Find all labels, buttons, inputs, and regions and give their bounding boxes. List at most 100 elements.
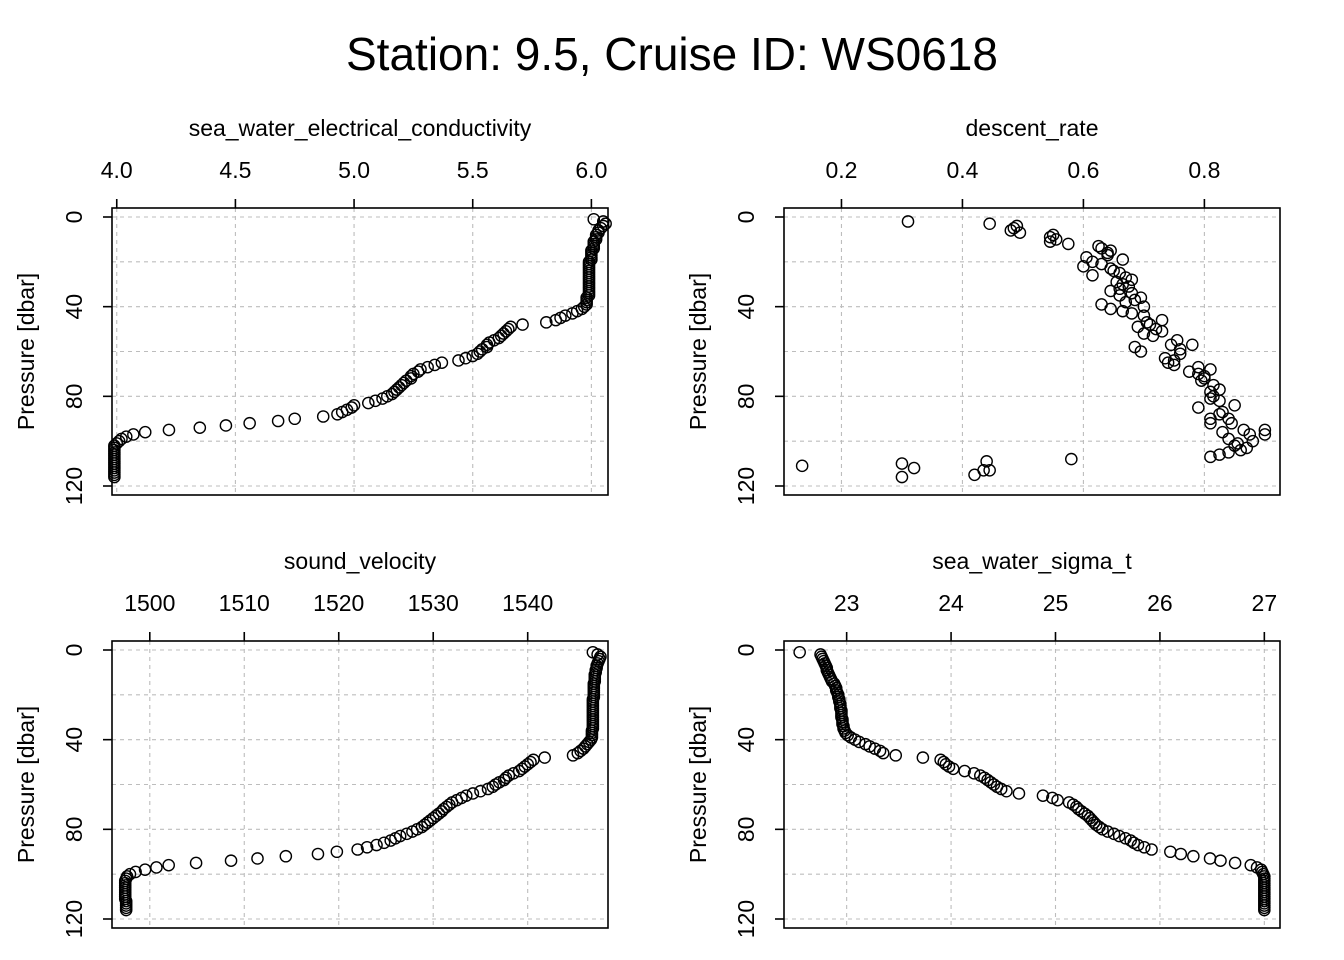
plot-frame [111, 640, 609, 929]
data-point [347, 398, 361, 412]
data-point [271, 414, 285, 428]
data-point [1036, 789, 1050, 803]
x-tick-label: 26 [1147, 590, 1173, 616]
data-point [502, 322, 515, 336]
data-point [1258, 423, 1272, 437]
data-point [1222, 446, 1235, 459]
data-point [1116, 253, 1130, 266]
x-tick-label: 1510 [219, 590, 270, 616]
data-point [939, 758, 953, 771]
data-point [1013, 226, 1027, 239]
data-point [108, 470, 121, 484]
data-point [579, 740, 592, 753]
data-point [474, 784, 487, 798]
x-tick-label: 1540 [502, 590, 553, 616]
data-point [1104, 302, 1117, 316]
data-point [1125, 273, 1139, 287]
data-point [504, 320, 517, 334]
data-points [793, 645, 1271, 917]
y-tick-label: 120 [733, 900, 759, 938]
data-point [1092, 239, 1105, 253]
data-point [497, 327, 510, 340]
data-point [1225, 416, 1238, 430]
data-point [1101, 825, 1115, 838]
data-point [288, 412, 302, 426]
data-point [1240, 441, 1254, 455]
panel-3: sound_velocity 1500 1510 1520 1530 1540 0 40 80 1… [13, 548, 609, 938]
data-point [150, 861, 163, 874]
y-tick-label: 120 [61, 467, 87, 505]
data-point [1043, 230, 1057, 244]
y-axis-label: Pressure [dbar] [13, 706, 39, 863]
data-point [1243, 428, 1257, 441]
x-tick-label: 24 [938, 590, 964, 616]
data-point [362, 396, 375, 410]
data-point [1124, 834, 1137, 847]
data-point [907, 461, 921, 475]
data-point [376, 392, 389, 405]
data-point [1203, 852, 1217, 865]
data-point [1089, 818, 1103, 832]
data-point [1167, 358, 1181, 372]
data-point [377, 836, 391, 850]
data-point [981, 773, 994, 787]
data-point [968, 468, 981, 482]
y-tick-label: 0 [61, 644, 87, 657]
panel-2: descent_rate 0.2 0.4 0.6 0.8 0 40 80 120 Pressure… [685, 115, 1281, 505]
data-point [1146, 329, 1160, 343]
panel-title: sea_water_sigma_t [932, 548, 1132, 574]
x-tick-label: 4.5 [219, 157, 251, 183]
data-point [1216, 425, 1229, 439]
y-tick-label: 80 [61, 817, 87, 843]
data-point [574, 744, 587, 758]
data-point [1131, 838, 1145, 852]
data-point [1244, 858, 1258, 872]
data-point [399, 374, 413, 387]
data-point [224, 854, 238, 868]
y-tick-label: 80 [61, 384, 87, 410]
data-point [189, 856, 203, 870]
data-point [895, 470, 909, 484]
data-point [539, 316, 553, 329]
panel-1: sea_water_electrical_conductivity 4.0 4.5 5… [13, 115, 612, 505]
y-tick-label: 40 [61, 294, 87, 320]
data-point [330, 845, 344, 859]
data-point [459, 351, 472, 365]
data-point [1119, 295, 1133, 309]
data-point [138, 425, 152, 439]
x-tick-label: 0.8 [1188, 157, 1220, 183]
data-point [1187, 849, 1200, 863]
data-point [384, 834, 398, 847]
y-tick-label: 0 [733, 644, 759, 657]
data-point [1161, 356, 1175, 370]
data-point [580, 737, 594, 751]
data-point [1110, 275, 1123, 289]
data-point [1131, 320, 1145, 334]
data-point [1122, 280, 1136, 293]
data-point [1204, 392, 1217, 405]
x-tick-label: 0.2 [825, 157, 857, 183]
data-point [397, 376, 411, 390]
y-tick-label: 80 [733, 817, 759, 843]
y-axis-label: Pressure [dbar] [685, 706, 711, 863]
data-point [1077, 260, 1090, 273]
data-point [316, 410, 330, 423]
x-tick-label: 0.4 [946, 157, 978, 183]
y-tick-label: 80 [733, 384, 759, 410]
data-point [1214, 854, 1227, 868]
data-point [1061, 237, 1075, 251]
data-point [967, 766, 981, 780]
x-tick-label: 5.5 [457, 157, 489, 183]
data-point [1213, 448, 1226, 461]
data-point [435, 356, 449, 370]
data-point [1145, 843, 1158, 856]
data-point [1192, 401, 1205, 414]
data-point [499, 325, 513, 338]
data-point [1125, 307, 1139, 320]
data-point [852, 735, 866, 749]
data-point [331, 407, 344, 421]
y-tick-label: 0 [61, 211, 87, 224]
data-point [466, 787, 480, 800]
data-point [983, 217, 996, 231]
